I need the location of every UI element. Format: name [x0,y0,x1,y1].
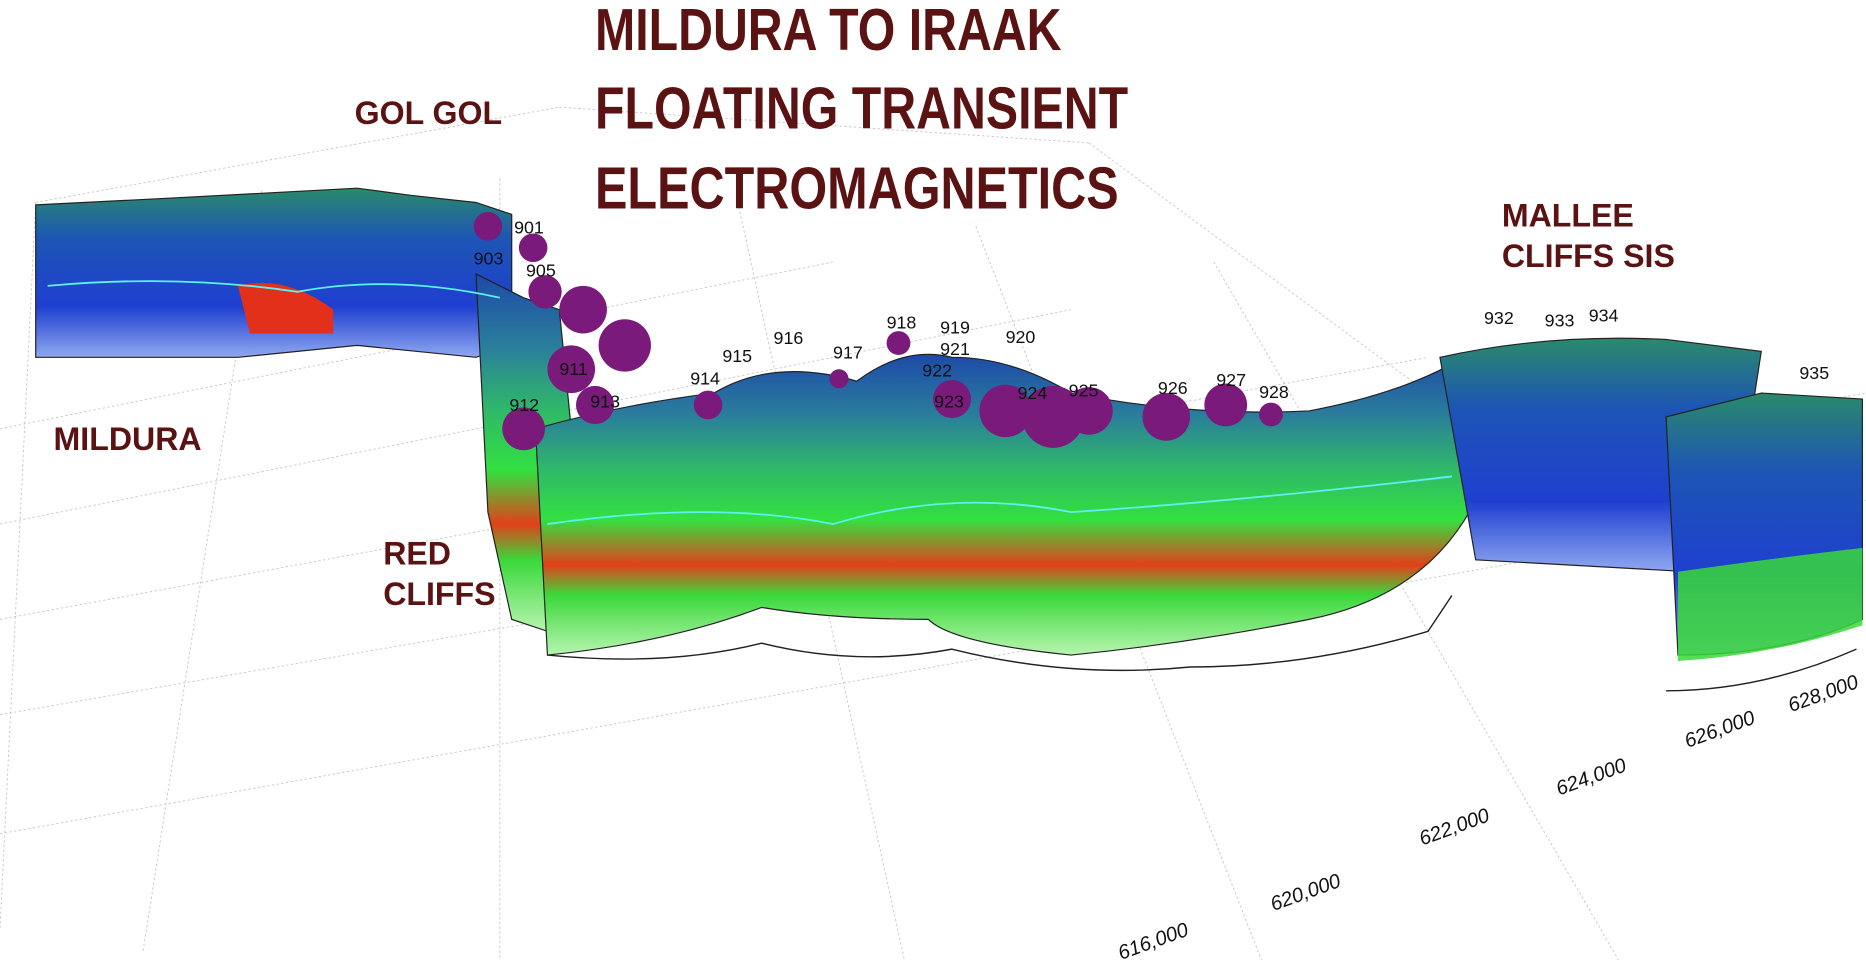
station-label: 922 [922,360,952,380]
easting-label: 626,000 [1682,707,1759,753]
title-line: MILDURA TO IRAAK [595,0,1062,63]
title-line: ELECTROMAGNETICS [595,154,1119,221]
station-label: 932 [1484,308,1514,328]
station-label: 912 [509,395,539,415]
place-label: GOL GOL [355,95,502,131]
em-curtains [35,187,1864,692]
anomaly-blobs [473,212,1283,451]
station-label: 914 [690,369,720,389]
station-label: 928 [1259,382,1289,402]
place-labels: GOL GOL MILDURA RED CLIFFS MALLEE CLIFFS SIS [54,95,1675,612]
station-label: 916 [774,328,804,348]
place-label: RED [383,536,451,572]
title-line: FLOATING TRANSIENT [595,75,1128,142]
easting-label: 620,000 [1268,870,1345,916]
station-label: 921 [940,339,970,359]
station-label: 927 [1216,370,1246,390]
place-label: CLIFFS SIS [1502,238,1675,274]
station-label: 901 [514,217,544,237]
station-label: 919 [940,317,970,337]
station-label: 924 [1017,383,1047,403]
station-label: 903 [474,248,504,268]
station-label: 935 [1799,363,1829,383]
station-label: 917 [833,343,863,363]
easting-label: 616,000 [1115,919,1192,960]
station-label: 934 [1589,306,1619,326]
place-label: CLIFFS [383,576,495,612]
station-label: 918 [887,313,917,333]
easting-label: 624,000 [1553,754,1630,800]
easting-label: 622,000 [1416,804,1493,850]
place-label: MILDURA [54,421,202,457]
station-label: 920 [1006,327,1036,347]
easting-labels: 616,000 620,000 622,000 624,000 626,000 628,0… [1115,671,1862,960]
station-label: 933 [1545,310,1575,330]
station-label: 913 [590,391,620,411]
place-label: MALLEE [1502,197,1634,233]
station-label: 926 [1158,378,1188,398]
station-label: 925 [1069,381,1099,401]
station-label: 923 [934,391,964,411]
easting-label: 628,000 [1785,671,1862,717]
title-block: MILDURA TO IRAAK FLOATING TRANSIENT ELECTR… [595,0,1128,221]
station-label: 915 [722,346,752,366]
station-label: 905 [526,260,556,280]
station-label: 911 [559,359,588,379]
